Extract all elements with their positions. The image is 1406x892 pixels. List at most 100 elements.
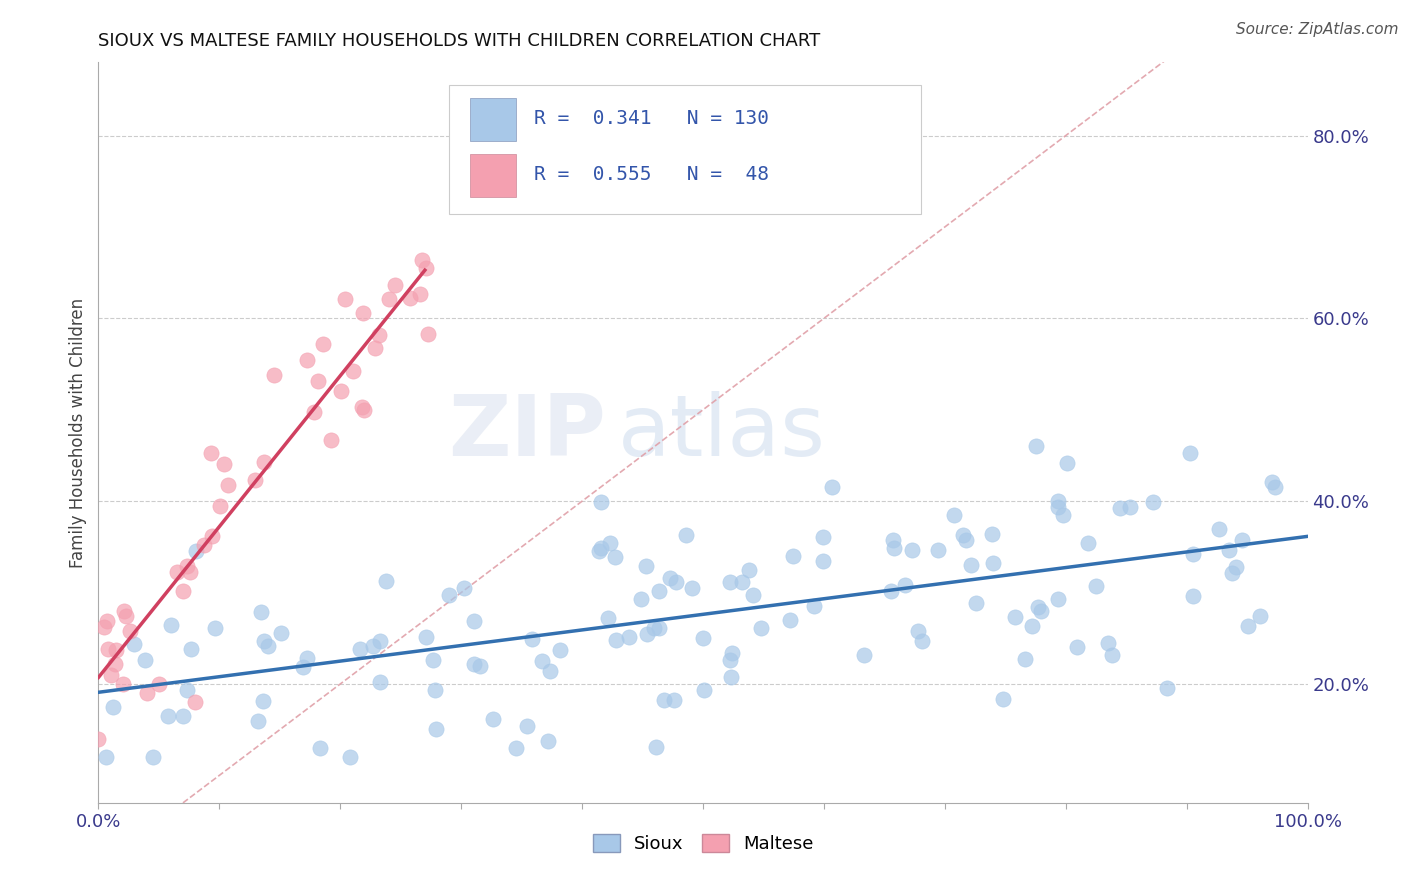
Text: R =  0.555   N =  48: R = 0.555 N = 48 [534,166,769,185]
Point [101,699,124,714]
Point [991,691,1014,706]
Point [1025,439,1047,453]
Point [193,538,215,552]
Point [605,632,627,647]
Point [665,574,688,589]
Point [648,621,671,635]
Point [134,652,156,666]
Point [118,624,141,639]
Point [813,530,835,544]
Point [209,499,232,513]
Point [142,750,165,764]
Point [295,352,318,367]
Bar [470,154,516,197]
Point [1119,500,1142,514]
Point [852,648,875,662]
Point [1182,547,1205,561]
Point [654,693,676,707]
Point [1220,566,1243,581]
Point [720,670,742,684]
Point [811,554,834,568]
Point [411,252,433,267]
Legend: Sioux, Maltese: Sioux, Maltese [585,827,821,861]
Point [176,682,198,697]
Point [470,658,492,673]
Point [364,341,387,355]
Point [384,278,406,293]
Point [423,682,446,697]
Point [263,368,285,382]
Point [738,563,761,577]
Point [1264,480,1286,494]
Point [882,533,904,548]
Y-axis label: Family Households with Children: Family Households with Children [69,298,87,567]
Point [636,627,658,641]
Point [270,626,292,640]
Point [353,402,375,417]
Point [330,384,353,399]
Point [516,719,538,733]
Point [911,634,934,648]
Point [675,527,697,541]
Point [880,584,903,599]
Point [619,630,641,644]
Point [1237,619,1260,633]
Point [319,433,342,447]
Point [550,643,572,657]
Point [981,556,1004,570]
Point [596,611,619,625]
Point [374,574,396,588]
Point [111,677,134,691]
Point [538,665,561,679]
Point [378,292,401,306]
Point [302,404,325,418]
Point [482,712,505,726]
Point [398,291,420,305]
Point [217,478,239,492]
Point [630,592,652,607]
Point [415,260,437,275]
Text: atlas: atlas [619,391,827,475]
Point [531,654,554,668]
Point [291,659,314,673]
Point [741,588,763,602]
Point [368,675,391,690]
Point [415,630,437,644]
Point [1056,456,1078,470]
Point [352,305,374,319]
Point [246,714,269,728]
Point [1021,619,1043,633]
Point [1029,604,1052,618]
Point [309,741,332,756]
Point [1142,494,1164,508]
Point [959,558,981,573]
Point [425,723,447,737]
Point [245,473,267,487]
Point [1047,494,1070,508]
Point [588,544,610,558]
Point [97,641,120,656]
Point [257,639,280,653]
Point [1047,592,1070,607]
Text: R =  0.341   N = 130: R = 0.341 N = 130 [534,109,769,128]
Point [591,541,613,555]
Point [96,750,118,764]
Point [603,549,626,564]
Text: SIOUX VS MALTESE FAMILY HOUSEHOLDS WITH CHILDREN CORRELATION CHART: SIOUX VS MALTESE FAMILY HOUSEHOLDS WITH … [98,32,821,50]
Point [591,495,613,509]
Point [1230,533,1253,547]
Point [894,578,917,592]
Point [721,646,744,660]
Point [634,559,657,574]
Point [955,533,977,548]
Point [821,480,844,494]
Point [942,508,965,522]
Point [720,574,742,589]
Point [93,620,115,634]
Point [416,326,439,341]
Point [1076,535,1098,549]
Point [952,528,974,542]
Point [368,634,391,648]
Point [87,731,110,746]
Point [339,750,361,764]
